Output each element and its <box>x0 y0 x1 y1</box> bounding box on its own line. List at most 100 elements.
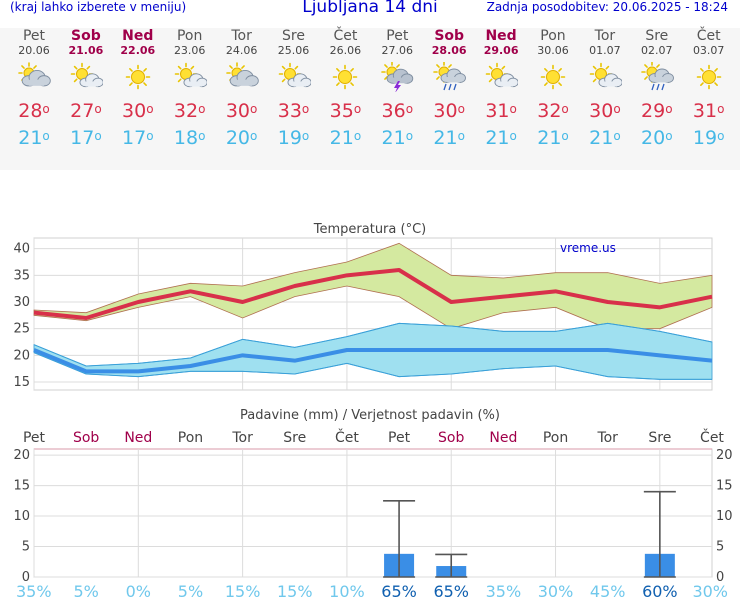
forecast-day: Ned 29.06 31o 21o <box>475 28 527 149</box>
degree-symbol: o <box>94 102 102 116</box>
x-tick-label: Sre <box>648 430 671 446</box>
degree-symbol: o <box>146 102 154 116</box>
forecast-day: Čet 26.06 35o 21o <box>319 28 371 149</box>
partly-cloudy-icon <box>18 62 51 87</box>
sun-icon <box>125 64 151 90</box>
last-update-label: Zadnja posodobitev: 20.06.2025 - 18:24 <box>486 0 728 14</box>
sun-rain-icon <box>640 62 674 91</box>
day-date: 30.06 <box>537 44 569 57</box>
precipitation-probability-label: 5% <box>73 582 98 600</box>
x-tick-label: Pon <box>543 430 568 446</box>
degree-symbol: o <box>146 129 154 143</box>
forecast-day: Sre 02.07 29o 20o <box>631 28 683 149</box>
sun-cloud-icon <box>278 62 311 88</box>
day-name: Pet <box>386 28 409 44</box>
y-tick-label-right: 5 <box>716 540 724 555</box>
max-temperature-value: 30 <box>122 100 147 122</box>
max-temperature: 32o <box>164 100 216 122</box>
forecast-day: Ned 22.06 30o 17o <box>112 28 164 149</box>
min-temperature: 18o <box>164 127 216 149</box>
x-tick-label: Pet <box>388 430 411 446</box>
thunderstorm-icon <box>381 62 414 92</box>
degree-symbol: o <box>509 102 517 116</box>
precipitation-probability-label: 35% <box>16 582 52 600</box>
y-tick-label-right: 20 <box>716 448 733 463</box>
day-name: Pet <box>22 28 46 44</box>
degree-symbol: o <box>613 129 621 143</box>
y-tick-label-right: 10 <box>716 509 733 524</box>
precipitation-probability-label: 45% <box>590 582 626 600</box>
min-temperature: 21o <box>579 127 631 149</box>
max-temperature-value: 35 <box>329 100 354 122</box>
precipitation-probability-label: 0% <box>126 582 151 600</box>
forecast-day: Sob 28.06 30o 21o <box>423 28 475 149</box>
y-tick-label: 40 <box>13 242 30 257</box>
min-temperature-value: 18 <box>173 127 199 149</box>
max-temperature: 29o <box>631 100 683 122</box>
sun-cloud-icon <box>70 62 103 88</box>
x-tick-label: Ned <box>489 430 517 446</box>
min-temperature: 21o <box>8 127 60 149</box>
precipitation-probability-label: 60% <box>642 582 678 600</box>
degree-symbol: o <box>457 102 465 116</box>
degree-symbol: o <box>94 129 102 143</box>
min-temperature-value: 17 <box>122 127 147 149</box>
degree-symbol: o <box>353 102 362 116</box>
day-date: 20.06 <box>18 44 50 57</box>
min-temperature: 17o <box>60 127 112 149</box>
day-date: 02.07 <box>641 44 673 57</box>
max-temperature-value: 28 <box>18 100 43 122</box>
day-name: Sre <box>645 28 669 44</box>
min-temperature: 21o <box>423 127 475 149</box>
x-tick-label: Ned <box>124 430 152 446</box>
precipitation-probability-label: 65% <box>381 582 417 600</box>
day-name: Pon <box>176 28 203 44</box>
min-temperature-value: 21 <box>329 127 354 149</box>
precipitation-probability-label: 15% <box>277 582 313 600</box>
sun-icon <box>696 64 721 90</box>
degree-symbol: o <box>250 102 258 116</box>
min-temperature: 19o <box>268 127 320 149</box>
min-temperature: 19o <box>683 127 735 149</box>
min-temperature-value: 21 <box>485 127 510 149</box>
degree-symbol: o <box>301 102 310 116</box>
day-date: 29.06 <box>483 44 519 57</box>
min-temperature: 21o <box>371 127 423 149</box>
y-tick-label: 15 <box>13 375 30 390</box>
max-temperature-value: 32 <box>173 100 199 122</box>
forecast-day: Pon 23.06 32o 18o <box>164 28 216 149</box>
degree-symbol: o <box>665 129 673 143</box>
watermark: vreme.us <box>560 241 616 255</box>
day-name: Tor <box>231 28 252 44</box>
degree-symbol: o <box>561 129 569 143</box>
min-temperature-value: 19 <box>692 127 718 149</box>
precipitation-probability-label: 10% <box>329 582 365 600</box>
degree-symbol: o <box>42 129 50 143</box>
precipitation-probability-label: 30% <box>538 582 574 600</box>
sun-icon <box>333 64 358 90</box>
x-tick-label: Sob <box>438 430 464 446</box>
y-tick-label: 25 <box>13 322 30 337</box>
header-location-hint[interactable]: (kraj lahko izberete v meniju) <box>10 0 187 14</box>
min-temperature: 21o <box>527 127 579 149</box>
sun-rain-icon <box>433 62 467 91</box>
y-tick-label-left: 20 <box>13 448 30 463</box>
max-temperature: 30o <box>579 100 631 122</box>
max-temperature-value: 30 <box>589 100 614 122</box>
min-temperature: 21o <box>475 127 527 149</box>
degree-symbol: o <box>509 129 517 143</box>
forecast-day: Pet 27.06 36o 21o <box>371 28 423 149</box>
min-temperature-value: 20 <box>641 127 666 149</box>
min-temperature-value: 19 <box>277 127 302 149</box>
max-temperature: 35o <box>319 100 371 122</box>
max-temperature: 36o <box>371 100 423 122</box>
x-tick-label: Pon <box>178 430 203 446</box>
max-temperature: 30o <box>112 100 164 122</box>
min-range-upper-line <box>33 322 713 367</box>
max-temperature-value: 29 <box>641 100 666 122</box>
max-temperature: 31o <box>683 100 735 122</box>
degree-symbol: o <box>353 129 362 143</box>
min-temperature: 20o <box>216 127 268 149</box>
y-tick-label-left: 10 <box>13 509 30 524</box>
max-temperature: 31o <box>475 100 527 122</box>
